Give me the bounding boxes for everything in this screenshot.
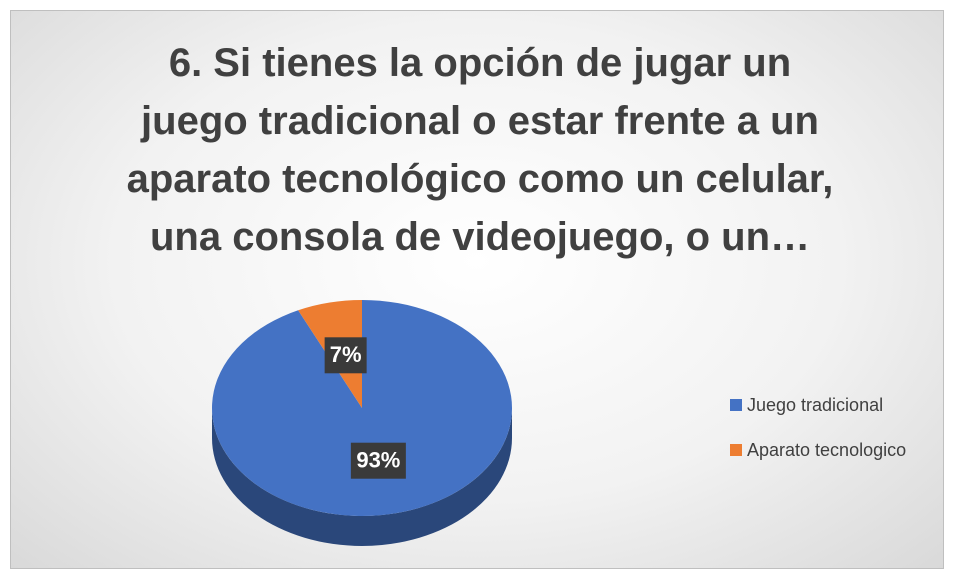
data-label-box	[350, 442, 406, 479]
legend-swatch	[730, 399, 742, 411]
legend-label: Aparato tecnologico	[747, 440, 906, 460]
chart-title: 6. Si tienes la opción de jugar un juego…	[126, 41, 834, 259]
pie-side	[212, 408, 512, 546]
data-label: 93%	[356, 448, 400, 473]
legend-swatch	[730, 444, 742, 456]
legend-label: Juego tradicional	[747, 395, 883, 415]
data-label: 7%	[330, 342, 362, 367]
data-label-box	[324, 337, 367, 374]
